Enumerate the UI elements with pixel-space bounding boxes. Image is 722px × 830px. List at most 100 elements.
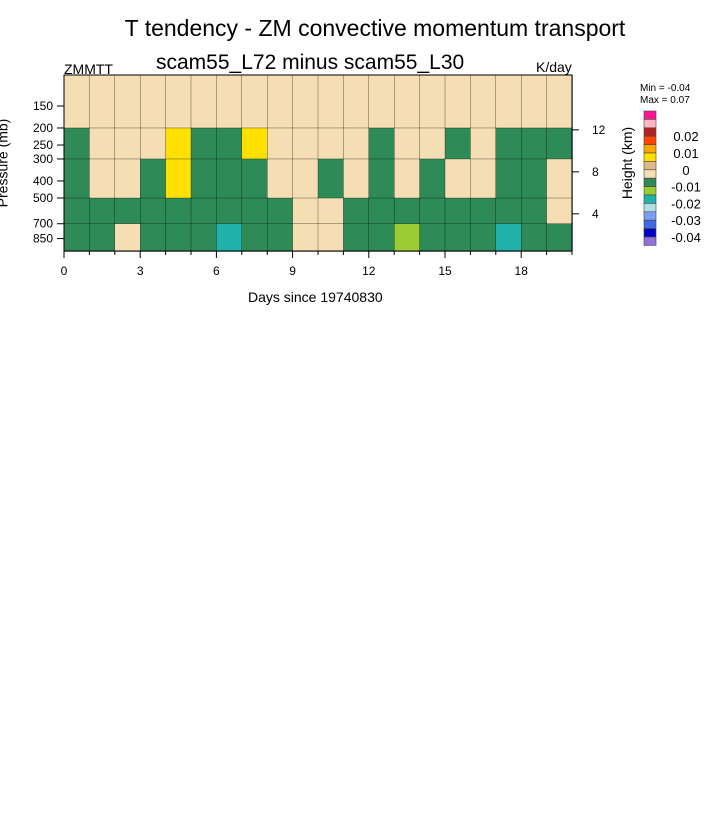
contour-cell [292, 223, 319, 252]
contour-cell [190, 158, 218, 199]
contour-cell [190, 127, 218, 160]
colorbar-label: 0.01 [673, 146, 698, 161]
contour-cell [140, 127, 167, 160]
colorbar-swatch [643, 152, 657, 162]
y2-tick-label: 4 [592, 207, 599, 221]
contour-cell [419, 74, 446, 129]
contour-cell [216, 158, 243, 199]
contour-cell [521, 197, 548, 225]
y-tick-label: 500 [33, 191, 53, 205]
contour-cell [165, 197, 192, 225]
contour-cell [114, 158, 141, 199]
colorbar-label: -0.03 [671, 213, 701, 228]
contour-cell [216, 223, 243, 252]
x-tick-label: 15 [438, 264, 452, 278]
contour-cell [343, 74, 370, 129]
colorbar-swatch [643, 119, 657, 129]
contour-cell [140, 223, 167, 252]
y-tick-label: 150 [33, 99, 53, 113]
contour-cell [63, 127, 91, 160]
contour-cell [292, 158, 319, 199]
y-tick-label: 400 [33, 174, 53, 188]
contour-cell [546, 74, 573, 129]
colorbar-swatch [643, 169, 657, 179]
contour-cell [419, 158, 446, 199]
contour-cell [495, 127, 522, 160]
colorbar-swatch [643, 186, 657, 196]
units-label: K/day [536, 59, 572, 75]
contour-cell [241, 197, 268, 225]
contour-cell [241, 223, 268, 252]
chart-title: T tendency - ZM convective momentum tran… [124, 15, 626, 41]
contour-cell [89, 158, 116, 199]
contour-cell [267, 223, 294, 252]
colorbar-swatch [643, 236, 657, 246]
contour-cell [495, 223, 522, 252]
contour-cell [368, 197, 395, 225]
contour-cell [165, 74, 192, 129]
y-tick-label: 200 [33, 121, 53, 135]
contour-cell [394, 74, 421, 129]
colorbar-swatch [643, 110, 657, 120]
contour-cell [368, 223, 395, 252]
colorbar-label: -0.04 [671, 230, 701, 245]
x-tick-label: 18 [515, 264, 529, 278]
contour-cell [495, 158, 522, 199]
x-tick-label: 6 [213, 264, 220, 278]
contour-cell [343, 127, 370, 160]
contour-cell [419, 223, 446, 252]
contour-cell [114, 74, 141, 129]
colorbar-swatch [643, 228, 657, 238]
contour-cell [343, 197, 370, 225]
contour-cell [190, 223, 218, 252]
colorbar-swatch [643, 127, 657, 137]
contour-cell [368, 158, 395, 199]
contour-cell [165, 158, 192, 199]
contour-cell [63, 74, 91, 129]
contour-cell [546, 223, 573, 252]
contour-cell [444, 74, 472, 129]
contour-cell [89, 127, 116, 160]
contour-cell [317, 127, 345, 160]
colorbar-label: 0 [682, 163, 689, 178]
contour-cell [394, 127, 421, 160]
contour-cell [267, 74, 294, 129]
chart-subtitle: scam55_L72 minus scam55_L30 [156, 51, 465, 74]
contour-cell [444, 158, 472, 199]
contour-cell [216, 197, 243, 225]
contour-cell [292, 74, 319, 129]
x-tick-label: 12 [362, 264, 376, 278]
contour-cell [394, 197, 421, 225]
contour-cell [241, 127, 268, 160]
colorbar-label: 0.02 [673, 129, 698, 144]
contour-cell [267, 158, 294, 199]
contour-cell [470, 74, 497, 129]
contour-cell [63, 158, 91, 199]
colorbar-label: -0.01 [671, 180, 701, 195]
contour-cell [190, 74, 218, 129]
x-tick-label: 3 [137, 264, 144, 278]
contour-cell [165, 223, 192, 252]
colorbar-swatch [643, 219, 657, 229]
contour-cell [546, 197, 573, 225]
contour-cell [89, 223, 116, 252]
contour-cell [444, 127, 472, 160]
contour-cell [470, 197, 497, 225]
contour-cell [190, 197, 218, 225]
contour-cell [216, 127, 243, 160]
contour-cell [89, 74, 116, 129]
y-tick-label: 300 [33, 152, 53, 166]
y2-tick-label: 12 [592, 123, 606, 137]
colorbar-swatch [643, 177, 657, 187]
x-axis-label: Days since 19740830 [248, 289, 383, 305]
contour-cell [521, 223, 548, 252]
contour-cell [521, 127, 548, 160]
colorbar-label: -0.02 [671, 196, 701, 211]
y2-tick-label: 8 [592, 165, 599, 179]
contour-cell [343, 223, 370, 252]
contour-cell [394, 223, 421, 252]
variable-label: ZMMTT [64, 61, 113, 77]
y-tick-label: 850 [33, 232, 53, 246]
contour-cell [89, 197, 116, 225]
